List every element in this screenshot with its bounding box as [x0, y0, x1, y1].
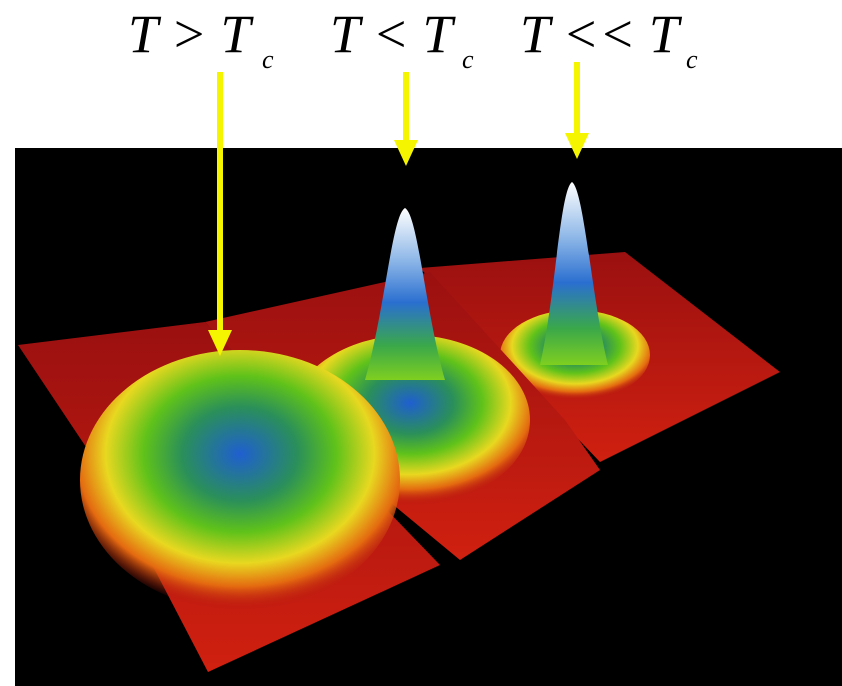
temperature-label: T << T [520, 4, 683, 64]
temperature-label: T > T [128, 4, 254, 64]
figure: T > T c T < T c T << T c [0, 0, 842, 686]
surface-hump [80, 350, 400, 610]
temperature-label: T < T [330, 4, 456, 64]
subscript: c [462, 45, 474, 74]
subscript: c [686, 45, 698, 74]
labels: T > T c T < T c T << T c [128, 4, 698, 74]
page: T > T c T < T c T << T c (() => { const … [0, 0, 842, 686]
subscript: c [262, 45, 274, 74]
